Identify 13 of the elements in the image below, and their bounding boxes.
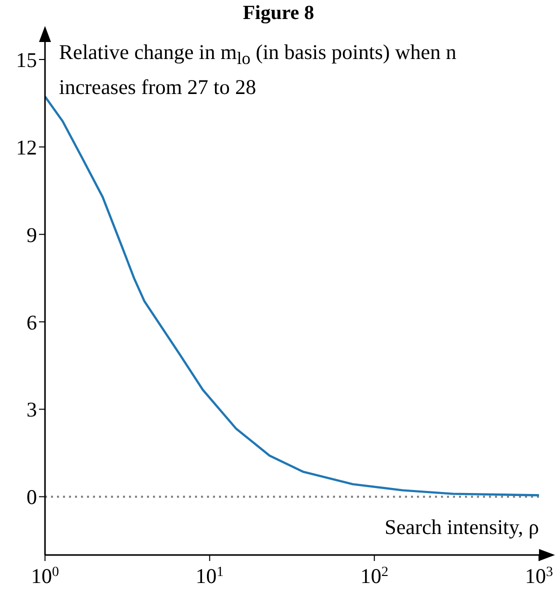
y-tick-label: 6 — [26, 310, 37, 334]
x-tick-label: 10$^{0}$ — [31, 564, 59, 588]
y-tick-label: 3 — [26, 398, 37, 422]
chart-title: Figure 8 — [242, 2, 316, 25]
y-tick-label: 0 — [26, 485, 37, 510]
x-axis-title: Search intensity, ρ — [384, 515, 539, 540]
y-axis-title: Relative change in m$_{lo}$ (in basis points) when n increases from 27 to 28 — [59, 39, 458, 102]
x-tick-label: 10$^{2}$ — [360, 564, 388, 588]
y-tick-label: 15 — [16, 48, 37, 72]
x-tick-label: 10$^{3}$ — [525, 564, 553, 588]
y-tick-label: 12 — [16, 135, 37, 160]
y-tick-label: 9 — [26, 222, 37, 247]
x-tick-label: 10$^{1}$ — [196, 564, 224, 588]
